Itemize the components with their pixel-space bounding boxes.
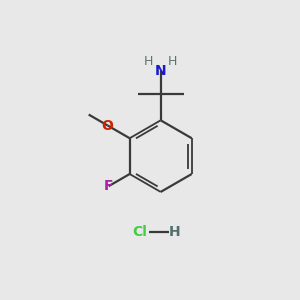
Text: O: O (102, 118, 114, 133)
Text: Cl: Cl (133, 225, 147, 239)
Text: H: H (168, 56, 177, 68)
Text: N: N (155, 64, 167, 78)
Text: F: F (104, 179, 113, 193)
Text: H: H (169, 225, 180, 239)
Text: H: H (144, 56, 153, 68)
